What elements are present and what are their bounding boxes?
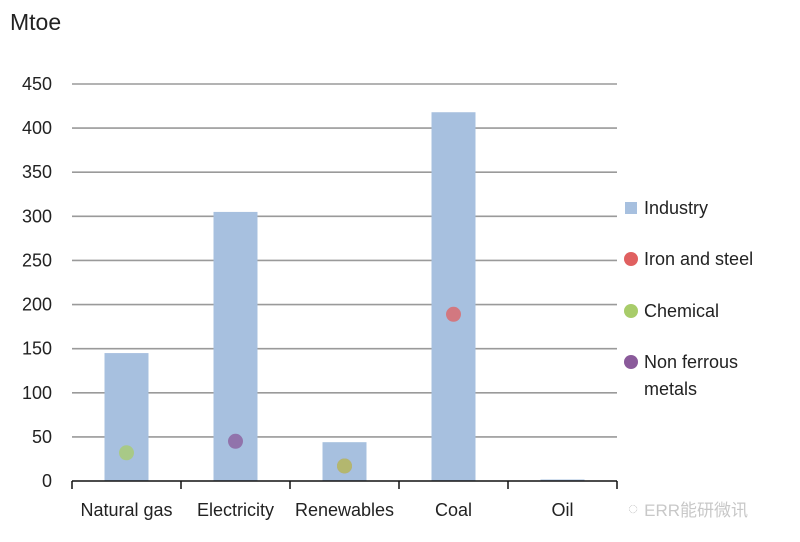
bar-industry bbox=[104, 353, 149, 481]
legend-label-3: metals bbox=[644, 379, 697, 399]
legend-label-2: Chemical bbox=[644, 301, 719, 321]
legend-label-0: Industry bbox=[644, 198, 708, 218]
y-tick-label: 50 bbox=[32, 427, 52, 447]
bar-industry bbox=[431, 112, 476, 481]
y-tick-label: 200 bbox=[22, 295, 52, 315]
y-tick-label: 350 bbox=[22, 162, 52, 182]
y-tick-label: 400 bbox=[22, 118, 52, 138]
y-tick-label: 150 bbox=[22, 339, 52, 359]
watermark-text: ERR能研微讯 bbox=[644, 501, 749, 520]
point-chemical bbox=[119, 445, 134, 461]
legend-marker-1 bbox=[624, 252, 638, 266]
y-tick-label: 0 bbox=[42, 471, 52, 491]
watermark: ◌ ERR能研微讯 bbox=[628, 496, 748, 521]
x-tick-label: Natural gas bbox=[80, 500, 172, 520]
y-tick-label: 250 bbox=[22, 250, 52, 270]
x-tick-label: Electricity bbox=[197, 500, 274, 520]
point-iron-and-steel bbox=[446, 306, 461, 322]
y-tick-label: 100 bbox=[22, 383, 52, 403]
legend-marker-2 bbox=[624, 304, 638, 318]
x-tick-label: Coal bbox=[435, 500, 472, 520]
x-tick-label: Oil bbox=[552, 500, 574, 520]
legend-label-3: Non ferrous bbox=[644, 352, 738, 372]
wechat-icon: ◌ bbox=[628, 498, 639, 518]
point-chemical bbox=[337, 458, 352, 474]
y-tick-label: 450 bbox=[22, 74, 52, 94]
point-non-ferrous-metals bbox=[228, 433, 243, 449]
y-axis-title: Mtoe bbox=[10, 9, 61, 35]
legend-label-1: Iron and steel bbox=[644, 249, 753, 269]
y-tick-label: 300 bbox=[22, 206, 52, 226]
legend-swatch-0 bbox=[625, 202, 637, 214]
legend-marker-3 bbox=[624, 355, 638, 369]
x-tick-label: Renewables bbox=[295, 500, 394, 520]
